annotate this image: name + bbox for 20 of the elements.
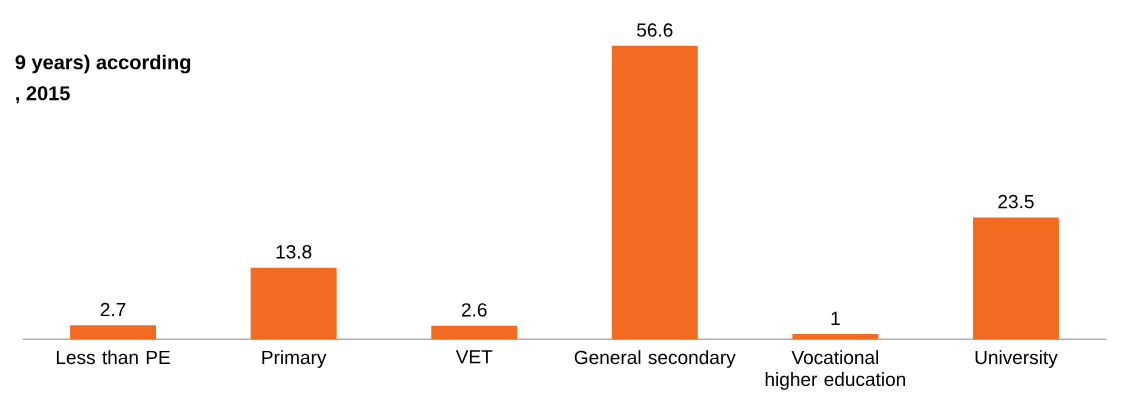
bar bbox=[792, 334, 879, 340]
data-label: 23.5 bbox=[998, 194, 1034, 209]
bar bbox=[250, 267, 337, 340]
data-label: 2.6 bbox=[461, 303, 487, 317]
data-label: 2.7 bbox=[100, 302, 126, 317]
bar bbox=[70, 325, 157, 340]
x-tick-label: University bbox=[975, 350, 1058, 369]
data-label: 56.6 bbox=[637, 23, 673, 37]
bar bbox=[972, 217, 1059, 340]
chart-title: 9 years) according bbox=[15, 54, 191, 74]
x-tick-label: Primary bbox=[262, 350, 327, 369]
data-label: 13.8 bbox=[276, 245, 312, 259]
x-tick-label: General secondary bbox=[574, 350, 736, 369]
x-tick-label: Less than PE bbox=[56, 350, 170, 365]
x-tick-label: Vocational higher education bbox=[765, 350, 906, 390]
text: , 2015 bbox=[16, 86, 70, 104]
bar bbox=[431, 325, 518, 340]
data-label: 1 bbox=[831, 311, 840, 325]
x-tick-label: VET bbox=[455, 350, 493, 364]
bar bbox=[611, 45, 698, 340]
